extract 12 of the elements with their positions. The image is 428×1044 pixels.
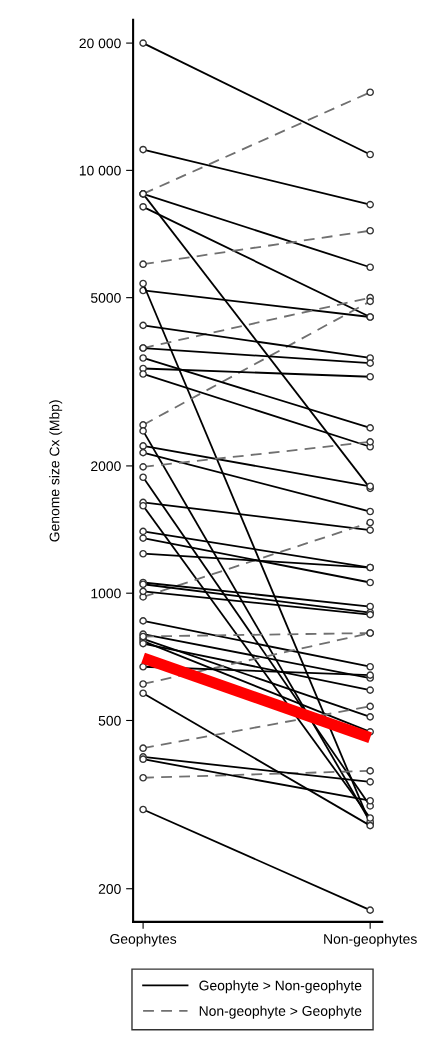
- x-tick-label: Geophytes: [110, 933, 177, 947]
- y-tick-label: 2000: [91, 461, 121, 472]
- y-tick-label: 20 000: [79, 38, 121, 49]
- legend-label: Non-geophyte > Geophyte: [199, 1005, 362, 1019]
- y-tick-label: 200: [98, 884, 121, 894]
- y-tick-label: 1000: [91, 588, 121, 599]
- y-tick-label: 500: [98, 715, 121, 726]
- x-tick-label: Non-geophytes: [324, 933, 417, 947]
- y-tick-label: 5000: [90, 292, 121, 303]
- legend-label: Geophyte > Non-geophyte: [199, 980, 362, 994]
- y-axis-title: Genome size Cx (Mbp): [49, 400, 63, 542]
- y-tick-label: 10 000: [79, 165, 121, 176]
